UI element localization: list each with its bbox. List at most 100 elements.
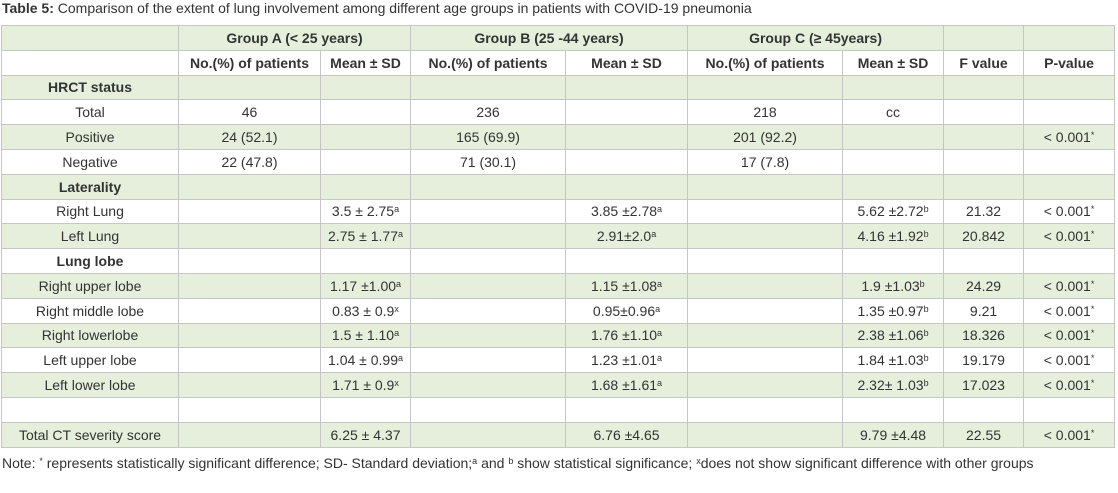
superscript-mark: * [1090,303,1095,314]
cell-mean-group-c [842,148,945,175]
header-row-columns: No.(%) of patients Mean ± SD No.(%) of p… [1,49,1116,76]
cell-value: 5.62 ±2.72 [857,203,924,220]
cell-value: 20.842 [962,228,1005,245]
cell-mean-group-c: 2.32± 1.03b [842,372,945,398]
cell-value: 201 (92.2) [733,129,797,146]
cell-n-group-b [410,322,567,349]
header-n-group-b: No.(%) of patients [410,49,567,76]
cell-mean-group-c [842,396,945,423]
cell-n-group-b: 165 (69.9) [410,124,567,150]
header-group-b: Group B (25 -44 years) [410,25,689,51]
header-empty-cell [943,25,1025,51]
cell-n-group-c [687,421,844,448]
cell-mean-group-c [842,124,945,150]
cell-value: 1.76 ±1.10 [590,327,658,344]
cell-value: < 0.001 [1043,203,1091,220]
cell-n-group-c [687,297,844,324]
header-mean-group-c: Mean ± SD [842,49,945,76]
cell-value: 1.68 ±1.61 [590,377,658,394]
cell-p-value: < 0.001* [1023,198,1116,225]
cell-mean-group-a [319,74,412,101]
cell-mean-group-b: 1.15 ±1.08a [565,272,689,299]
superscript-mark: a [657,278,663,289]
cell-n-group-b [410,297,567,324]
cell-value: 9.21 [969,302,998,319]
cell-n-group-a [178,421,321,448]
table-caption: Table 5: Comparison of the extent of lun… [2,0,752,17]
cell-value: 2.38 ±1.06 [857,327,924,344]
note-star-mark: * [39,456,43,466]
table-row: Laterality [1,173,1116,200]
cell-mean-group-a: 1.17 ±1.00a [319,272,412,299]
table-caption-text: Comparison of the extent of lung involve… [53,0,752,16]
cell-f-value [943,124,1025,150]
cell-mean-group-b [565,148,689,175]
superscript-mark: b [923,229,929,240]
note-star-text: represents statistically significant dif… [42,455,473,471]
cell-mean-group-c: 1.84 ±1.03b [842,347,945,374]
cell-p-value [1023,173,1116,200]
cell-p-value: < 0.001* [1023,372,1116,398]
header-group-c: Group C (≥ 45years) [687,25,945,51]
table-row: Total 46 236 218 cc [1,99,1116,126]
cell-n-group-c [687,322,844,349]
superscript-mark: b [923,303,929,314]
cell-mean-group-a: 2.75 ± 1.77a [319,223,412,250]
header-f-value: F value [943,49,1025,76]
cell-n-group-a: 22 (47.8) [178,148,321,175]
cell-value: 0.95±0.96 [592,302,656,319]
cell-p-value [1023,248,1116,274]
row-label: Positive [1,124,179,150]
cell-mean-group-c: 2.38 ±1.06b [842,322,945,349]
cell-n-group-a: 46 [178,99,321,126]
note-and-text: and [477,455,509,471]
cell-n-group-c [687,372,844,398]
cell-value: < 0.001 [1043,426,1091,443]
cell-mean-group-b: 2.91±2.0a [565,223,689,250]
cell-n-group-a [178,297,321,324]
cell-n-group-a [178,322,321,349]
cell-value: 3.5 ± 2.75 [331,203,395,220]
cell-value: 1.9 ±1.03 [861,277,920,294]
cell-mean-group-a: 6.25 ± 4.37 [319,421,412,448]
cell-f-value: 17.023 [943,372,1025,398]
cell-value: 1.17 ±1.00 [329,277,397,294]
table-caption-label: Table 5: [2,0,54,16]
cell-mean-group-c: 1.9 ±1.03b [842,272,945,299]
superscript-mark: x [394,378,399,389]
cell-value: 9.79 ±4.48 [860,426,927,443]
table-row: Left upper lobe 1.04 ± 0.99a 1.23 ±1.01a 1.… [1,347,1116,374]
cell-value: < 0.001 [1043,228,1091,245]
cell-value: 1.84 ±1.03 [857,352,924,369]
superscript-mark: a [394,204,400,215]
cell-n-group-a [178,198,321,225]
cell-mean-group-a: 1.5 ± 1.10a [319,322,412,349]
cell-mean-group-a [319,396,412,423]
cell-mean-group-b: 3.85 ±2.78a [565,198,689,225]
cell-mean-group-c: 9.79 ±4.48 [842,421,945,448]
row-label: Laterality [1,173,179,200]
cell-f-value: 24.29 [943,272,1025,299]
note-sig-text: show statistical significance; [513,455,697,471]
cell-value: 0.83 ± 0.9 [332,302,395,319]
superscript-mark: a [651,229,657,240]
superscript-mark: * [1090,229,1095,240]
cell-mean-group-a: 1.71 ± 0.9x [319,372,412,398]
note-b-mark: b [508,456,514,466]
cell-value: 22 (47.8) [221,153,278,170]
row-label [1,396,179,423]
cell-f-value: 18.326 [943,322,1025,349]
cell-p-value [1023,148,1116,175]
superscript-mark: * [1090,204,1095,215]
table-row: Positive 24 (52.1) 165 (69.9) 201 (92.2) < 0… [1,124,1116,150]
cell-mean-group-b: 1.23 ±1.01a [565,347,689,374]
cell-mean-group-a [319,124,412,150]
cell-value: 46 [241,104,258,121]
superscript-mark: * [1090,353,1095,364]
cell-f-value: 21.32 [943,198,1025,225]
cell-n-group-b [410,421,567,448]
row-label: Right upper lobe [1,272,179,299]
cell-mean-group-b [565,248,689,274]
cell-f-value [943,173,1025,200]
cell-mean-group-c [842,248,945,274]
